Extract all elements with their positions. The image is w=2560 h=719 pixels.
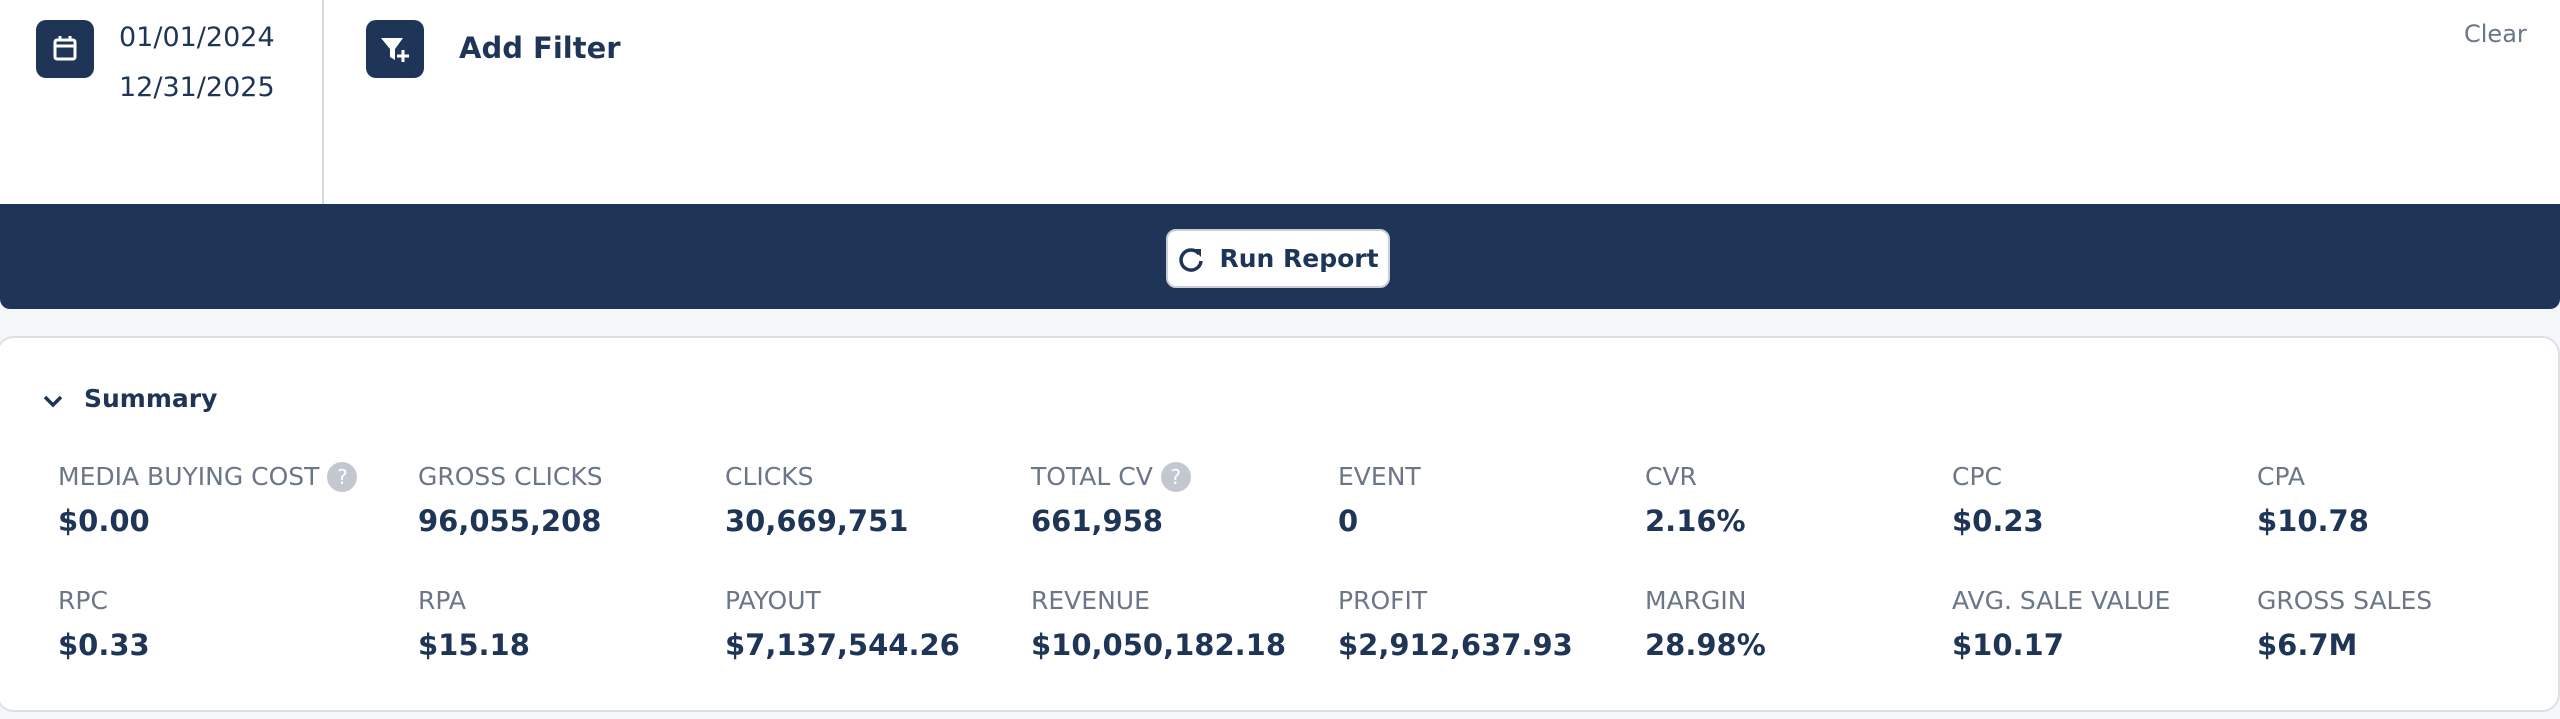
metric-label: MARGIN xyxy=(1645,586,1747,615)
metric-label-text: GROSS CLICKS xyxy=(418,462,603,491)
metric-value: 30,669,751 xyxy=(725,504,908,538)
metric-value: $10.78 xyxy=(2257,504,2369,538)
metric-label-text: GROSS SALES xyxy=(2257,586,2433,615)
metric-value: $6.7M xyxy=(2257,628,2357,662)
metric-value: $0.23 xyxy=(1952,504,2044,538)
metric-value-text: $7,137,544.26 xyxy=(725,628,960,662)
metric-label: PROFIT xyxy=(1338,586,1427,615)
metric-label: RPA xyxy=(418,586,466,615)
filter-glyph xyxy=(381,38,409,62)
metric-label: EVENT xyxy=(1338,462,1421,491)
metric-label: AVG. SALE VALUE xyxy=(1952,586,2170,615)
metric-label: GROSS SALES xyxy=(2257,586,2432,615)
metric-value: $2,912,637.93 xyxy=(1338,628,1573,662)
metric-label: CPC xyxy=(1952,462,2002,491)
metric-label: TOTAL CV? xyxy=(1031,462,1191,492)
help-icon[interactable]: ? xyxy=(1160,462,1191,492)
metric-label: MEDIA BUYING COST? xyxy=(58,462,358,492)
metric-value: $15.18 xyxy=(418,628,530,662)
metric-value-text: $6.7M xyxy=(2257,628,2358,662)
metric-value-text: $10.78 xyxy=(2257,504,2369,538)
metric-value-text: $10,050,182.18 xyxy=(1031,628,1287,662)
chevron[interactable] xyxy=(40,388,66,414)
metric-value-text: $10.17 xyxy=(1952,628,2064,662)
calendar-glyph xyxy=(53,36,77,61)
divider xyxy=(322,0,324,204)
metric-label: PAYOUT xyxy=(725,586,821,615)
metric-value-text: 96,055,208 xyxy=(418,504,602,538)
metric-value-text: 28.98% xyxy=(1645,628,1766,662)
metric-value: 96,055,208 xyxy=(418,504,601,538)
metric-value-text: 0 xyxy=(1338,504,1359,538)
metric-value-text: 661,958 xyxy=(1031,504,1164,538)
metric-label-text: MEDIA BUYING COST xyxy=(58,462,320,491)
run-report-button[interactable]: Run Report xyxy=(1166,229,1390,288)
date-start[interactable]: 01/01/2024 xyxy=(119,22,275,53)
metric-label-text: REVENUE xyxy=(1031,586,1150,615)
metric-value: 2.16% xyxy=(1645,504,1746,538)
metric-label: RPC xyxy=(58,586,108,615)
metric-value: 28.98% xyxy=(1645,628,1766,662)
metric-value-text: $0.23 xyxy=(1952,504,2044,538)
metric-value: 661,958 xyxy=(1031,504,1163,538)
date-end[interactable]: 12/31/2025 xyxy=(119,72,275,103)
metric-value: $0.00 xyxy=(58,504,150,538)
metric-label: REVENUE xyxy=(1031,586,1150,615)
metric-label-text: CPA xyxy=(2257,462,2306,491)
calendar-icon[interactable] xyxy=(36,20,94,78)
refresh-icon xyxy=(1179,247,1204,272)
clear-button[interactable]: Clear xyxy=(2464,20,2527,48)
filter-icon[interactable] xyxy=(366,20,424,78)
metric-label: CVR xyxy=(1645,462,1697,491)
metric-label-text: PAYOUT xyxy=(725,586,821,615)
metric-label-text: RPA xyxy=(418,586,466,615)
metric-value-text: $2,912,637.93 xyxy=(1338,628,1573,662)
metric-label-text: CLICKS xyxy=(725,462,814,491)
metric-label-text: EVENT xyxy=(1338,462,1421,491)
metric-value: $10.17 xyxy=(1952,628,2064,662)
metric-label-text: AVG. SALE VALUE xyxy=(1952,586,2171,615)
metric-label-text: CVR xyxy=(1645,462,1697,491)
metric-label-text: MARGIN xyxy=(1645,586,1747,615)
run-report-label: Run Report xyxy=(1219,244,1379,273)
metric-value: $7,137,544.26 xyxy=(725,628,960,662)
metric-label: CPA xyxy=(2257,462,2305,491)
metric-value-text: 30,669,751 xyxy=(725,504,909,538)
metric-value-text: $0.00 xyxy=(58,504,150,538)
metric-value-text: $0.33 xyxy=(58,628,150,662)
metric-label: CLICKS xyxy=(725,462,813,491)
metric-label-text: RPC xyxy=(58,586,108,615)
summary-card: Summary MEDIA BUYING COST? $0.00 GROSS CLI… xyxy=(0,336,2560,712)
metric-value: 0 xyxy=(1338,504,1358,538)
filter-bar: 01/01/2024 12/31/2025 Add Filter Clear xyxy=(0,0,2560,204)
metric-value: $0.33 xyxy=(58,628,150,662)
metric-value-text: $15.18 xyxy=(418,628,530,662)
help-icon[interactable]: ? xyxy=(327,462,358,492)
metric-value-text: 2.16% xyxy=(1645,504,1746,538)
metric-value: $10,050,182.18 xyxy=(1031,628,1286,662)
add-filter[interactable]: Add Filter xyxy=(459,31,621,65)
metric-label: GROSS CLICKS xyxy=(418,462,603,491)
metric-label-text: TOTAL CV xyxy=(1031,462,1153,491)
metric-label-text: CPC xyxy=(1952,462,2002,491)
summary-title[interactable]: Summary xyxy=(84,384,218,413)
metric-label-text: PROFIT xyxy=(1338,586,1428,615)
